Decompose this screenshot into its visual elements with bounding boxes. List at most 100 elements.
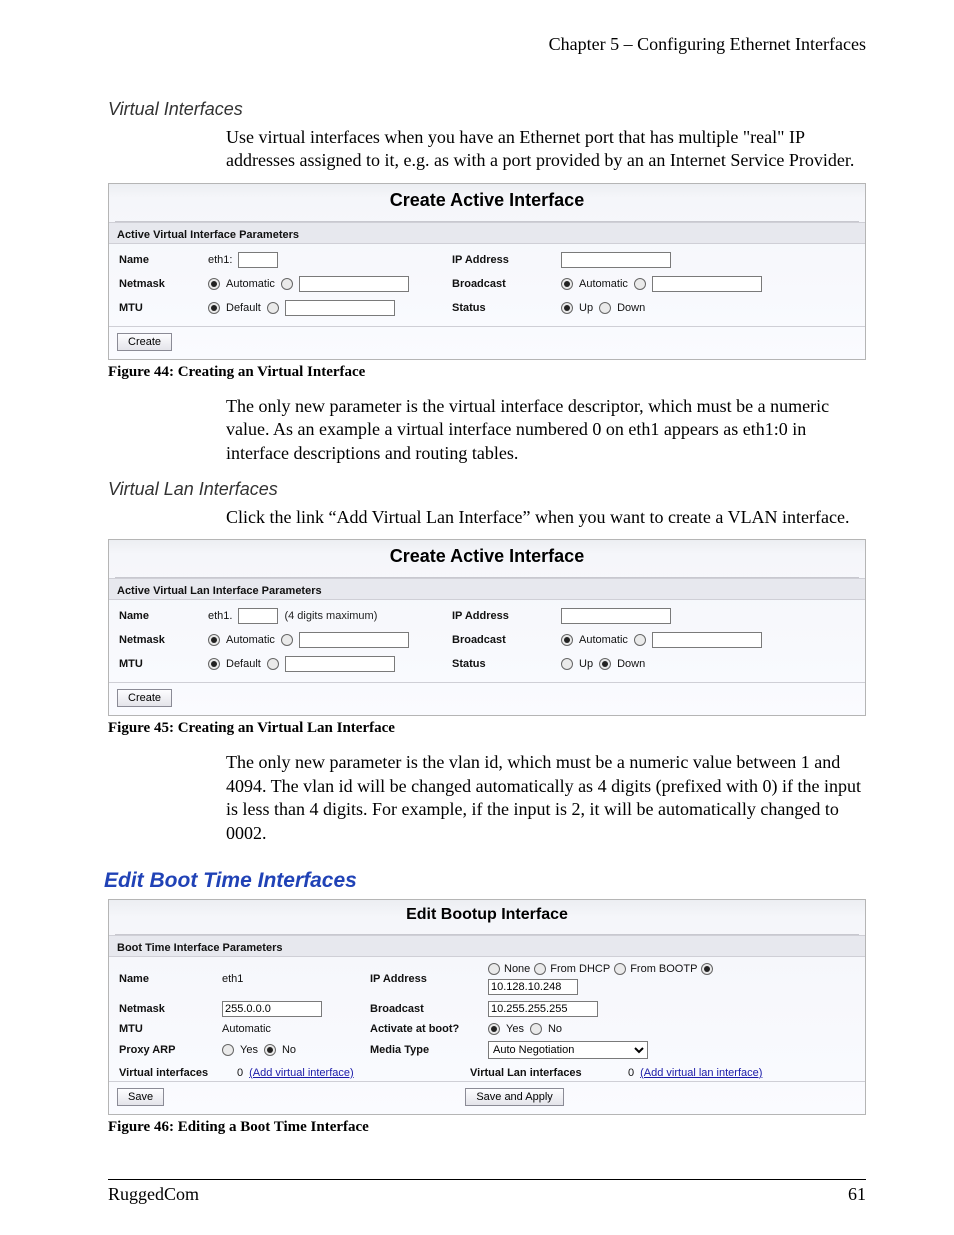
label-status: Status [452, 302, 547, 314]
proxy-no-label: No [282, 1044, 296, 1056]
broadcast-auto-radio[interactable] [561, 634, 573, 646]
label-vint: Virtual interfaces [119, 1067, 229, 1079]
label-name: Name [119, 254, 194, 266]
label-netmask: Netmask [119, 1003, 214, 1015]
figure-44-caption: Figure 44: Creating an Virtual Interface [108, 364, 866, 381]
label-media: Media Type [370, 1044, 480, 1056]
create-button[interactable]: Create [117, 689, 172, 707]
label-vlan: Virtual Lan interfaces [470, 1067, 620, 1079]
broadcast-input[interactable] [652, 276, 762, 292]
netmask-manual-radio[interactable] [281, 278, 293, 290]
add-virtual-lan-interface-link[interactable]: (Add virtual lan interface) [640, 1067, 762, 1079]
proxy-yes-label: Yes [240, 1044, 258, 1056]
ip-static-input[interactable] [488, 979, 578, 995]
section-label: Boot Time Interface Parameters [109, 935, 865, 957]
broadcast-auto-label: Automatic [579, 278, 628, 290]
netmask-auto-radio[interactable] [208, 634, 220, 646]
mtu-default-label: Default [226, 302, 261, 314]
netmask-auto-radio[interactable] [208, 278, 220, 290]
status-down-radio[interactable] [599, 302, 611, 314]
para-virtual-lan: Click the link “Add Virtual Lan Interfac… [226, 506, 866, 529]
ip-input[interactable] [561, 608, 671, 624]
activate-yes-label: Yes [506, 1023, 524, 1035]
label-ip: IP Address [370, 973, 480, 985]
save-and-apply-button[interactable]: Save and Apply [465, 1088, 563, 1106]
add-virtual-interface-link[interactable]: (Add virtual interface) [249, 1067, 354, 1079]
figure-45-caption: Figure 45: Creating an Virtual Lan Inter… [108, 720, 866, 737]
label-netmask: Netmask [119, 634, 194, 646]
mtu-manual-radio[interactable] [267, 658, 279, 670]
label-mtu: MTU [119, 302, 194, 314]
status-up-radio[interactable] [561, 302, 573, 314]
status-up-label: Up [579, 658, 593, 670]
ip-none-radio[interactable] [488, 963, 500, 975]
name-value: eth1 [222, 973, 362, 985]
broadcast-auto-label: Automatic [579, 634, 628, 646]
status-down-label: Down [617, 302, 645, 314]
section-label: Active Virtual Interface Parameters [109, 222, 865, 244]
heading-virtual-interfaces: Virtual Interfaces [0, 99, 866, 120]
label-name: Name [119, 610, 194, 622]
ip-bootp-radio[interactable] [614, 963, 626, 975]
save-button[interactable]: Save [117, 1088, 164, 1106]
panel-title: Create Active Interface [109, 184, 865, 221]
netmask-input[interactable] [299, 276, 409, 292]
footer-rule [108, 1179, 866, 1180]
label-mtu: MTU [119, 1023, 214, 1035]
heading-virtual-lan-interfaces: Virtual Lan Interfaces [0, 479, 866, 500]
label-mtu: MTU [119, 658, 194, 670]
mtu-default-radio[interactable] [208, 658, 220, 670]
para-virtual-interfaces: Use virtual interfaces when you have an … [226, 126, 866, 173]
label-ip: IP Address [452, 254, 547, 266]
label-status: Status [452, 658, 547, 670]
create-button[interactable]: Create [117, 333, 172, 351]
status-down-label: Down [617, 658, 645, 670]
mtu-input[interactable] [285, 300, 395, 316]
netmask-input[interactable] [299, 632, 409, 648]
panel-title: Create Active Interface [109, 540, 865, 577]
mtu-default-label: Default [226, 658, 261, 670]
status-up-label: Up [579, 302, 593, 314]
para-after-fig45: The only new parameter is the vlan id, w… [226, 751, 866, 845]
section-label: Active Virtual Lan Interface Parameters [109, 578, 865, 600]
broadcast-input[interactable] [488, 1001, 598, 1017]
netmask-auto-label: Automatic [226, 278, 275, 290]
activate-no-radio[interactable] [530, 1023, 542, 1035]
param-grid: Name eth1: IP Address Netmask Automatic … [109, 244, 865, 326]
mtu-default-radio[interactable] [208, 302, 220, 314]
media-select[interactable]: Auto Negotiation [488, 1041, 648, 1059]
netmask-input[interactable] [222, 1001, 322, 1017]
proxy-no-radio[interactable] [264, 1044, 276, 1056]
figure-46-caption: Figure 46: Editing a Boot Time Interface [108, 1119, 866, 1136]
broadcast-input[interactable] [652, 632, 762, 648]
name-hint: (4 digits maximum) [284, 610, 377, 622]
label-ip: IP Address [452, 610, 547, 622]
status-down-radio[interactable] [599, 658, 611, 670]
panel-create-active-interface-vlan: Create Active Interface Active Virtual L… [108, 539, 866, 716]
ip-static-radio[interactable] [701, 963, 713, 975]
label-broadcast: Broadcast [452, 634, 547, 646]
ip-dhcp-radio[interactable] [534, 963, 546, 975]
broadcast-auto-radio[interactable] [561, 278, 573, 290]
vlan-count: 0 [628, 1067, 634, 1079]
broadcast-manual-radio[interactable] [634, 634, 646, 646]
status-up-radio[interactable] [561, 658, 573, 670]
para-after-fig44: The only new parameter is the virtual in… [226, 395, 866, 465]
activate-yes-radio[interactable] [488, 1023, 500, 1035]
footer-left: RuggedCom [108, 1184, 199, 1205]
name-input[interactable] [238, 252, 278, 268]
mtu-manual-radio[interactable] [267, 302, 279, 314]
name-input[interactable] [238, 608, 278, 624]
mtu-input[interactable] [285, 656, 395, 672]
broadcast-manual-radio[interactable] [634, 278, 646, 290]
activate-no-label: No [548, 1023, 562, 1035]
label-name: Name [119, 973, 214, 985]
label-broadcast: Broadcast [452, 278, 547, 290]
heading-edit-boot-time: Edit Boot Time Interfaces [104, 869, 866, 893]
proxy-yes-radio[interactable] [222, 1044, 234, 1056]
netmask-auto-label: Automatic [226, 634, 275, 646]
name-prefix: eth1. [208, 610, 232, 622]
netmask-manual-radio[interactable] [281, 634, 293, 646]
ip-input[interactable] [561, 252, 671, 268]
panel-edit-bootup-interface: Edit Bootup Interface Boot Time Interfac… [108, 899, 866, 1115]
